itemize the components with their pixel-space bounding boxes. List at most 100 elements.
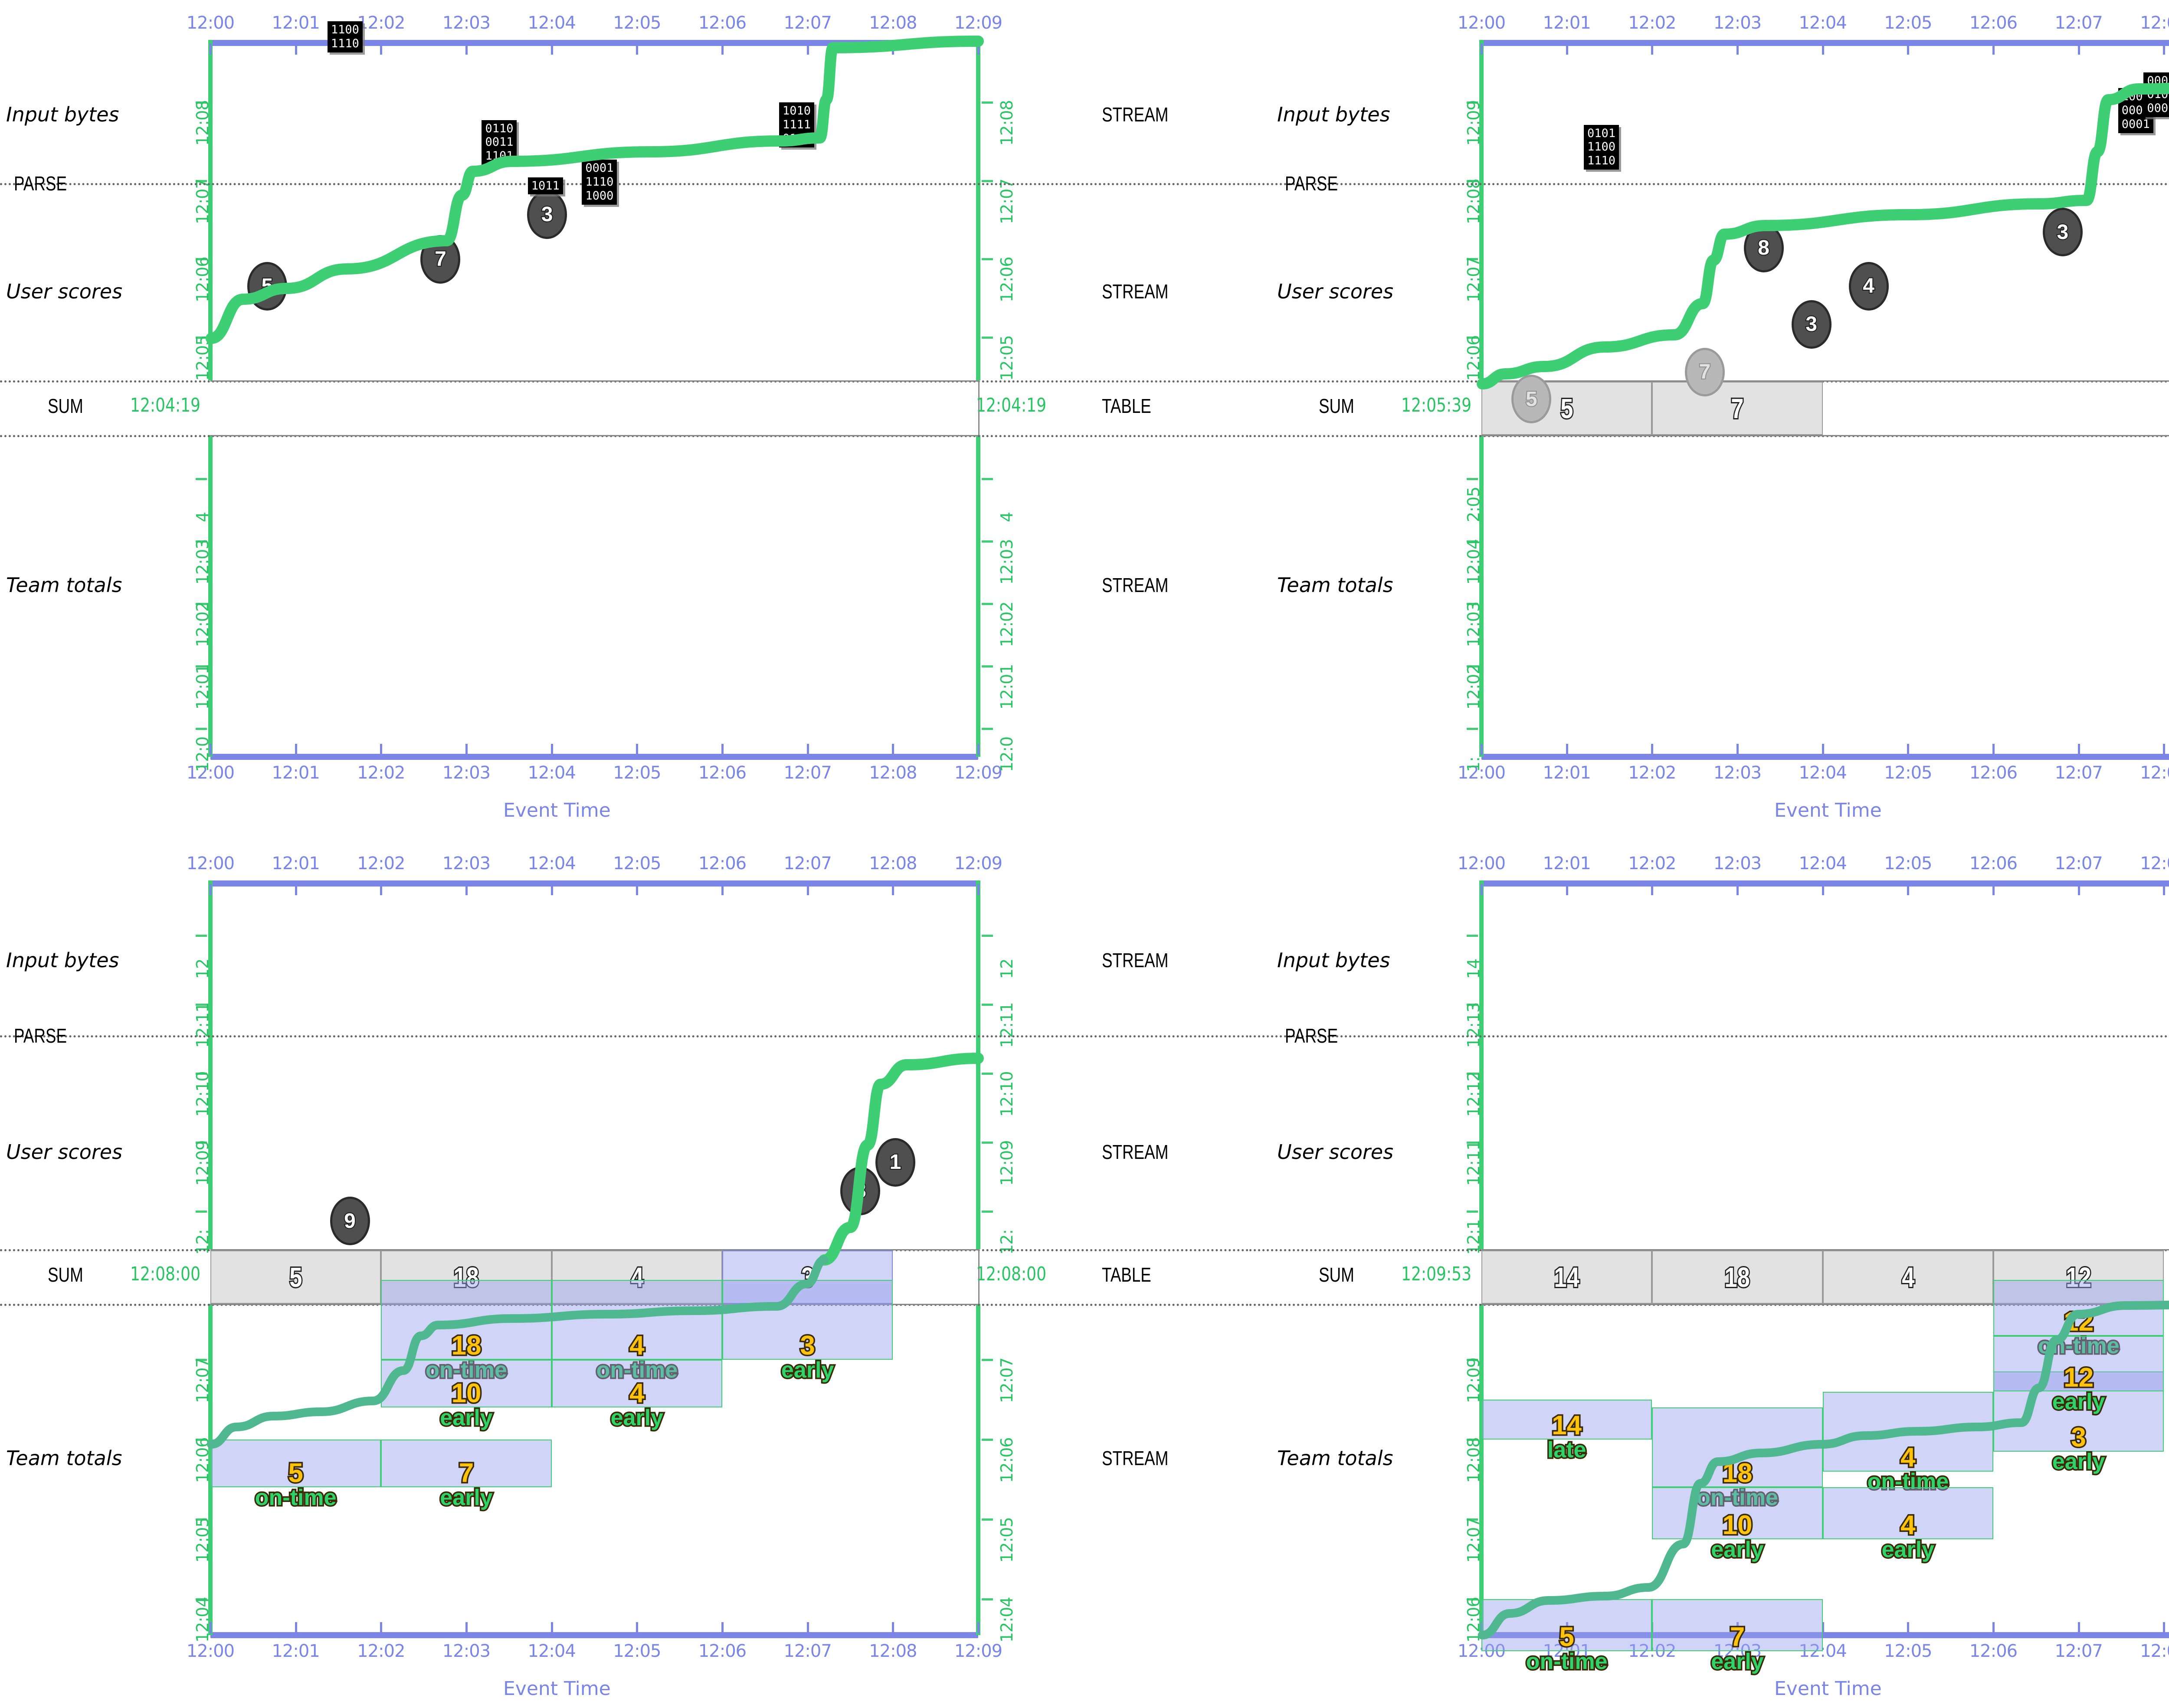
sum-cell[interactable]: 7 [1652,382,1823,435]
y-tick-right-upper [982,935,993,937]
sum-cell[interactable]: 18 [1652,1250,1823,1304]
x-tick-top [1822,884,1824,895]
x-tick-label-top: 12:03 [1713,854,1762,874]
y-tick-left-upper [1467,1003,1478,1006]
window-label: 10 early [401,1378,531,1430]
x-axis-top-panel-bottom-left [210,880,978,887]
window-label: 10 early [1672,1510,1802,1562]
row-label-team-totals: Team totals [1277,573,1393,597]
y-tick-label-left-upper: 12:07 [193,179,212,224]
y-tick-right-lower [982,478,993,480]
x-tick-bottom [1822,744,1824,755]
sum-band-frame-top [210,380,978,382]
y-tick-right-upper [982,1141,993,1144]
sum-band-frame-right [978,1249,980,1304]
y-tick-left-upper [196,180,207,182]
x-tick-label-top: 12:05 [1884,854,1932,874]
y-tick-left-upper [196,258,207,261]
y-axis-right-upper-panel-bottom-left [976,880,980,1249]
window-value: 18 [450,1330,483,1361]
window-label: 4 on-time [1843,1443,1973,1495]
sum-cell-value: 5 [288,1260,303,1294]
y-tick-label-right-lower: 12:02 [997,602,1016,647]
pill-marker: 5 [1511,375,1552,424]
sum-cell[interactable]: 4 [1822,1250,1993,1304]
y-tick-label-left-lower: 12:03 [193,539,212,585]
y-tick-left-lower [1467,540,1478,543]
x-tick-label-top: 12:04 [1799,13,1847,33]
x-tick-label-top: 12:03 [1713,13,1762,33]
x-tick-top [295,43,297,55]
x-axis-top-panel-bottom-right [1481,880,2169,887]
x-axis-bottom-panel-bottom-left [210,1632,978,1638]
window-value: 5 [287,1458,305,1489]
y-tick-label-right-upper: 12:05 [997,335,1016,381]
watermark-time-right: 12:04:19 [976,394,1047,416]
sum-cell[interactable]: 5 [1481,382,1652,435]
y-tick-label-right-lower: 12:01 [997,664,1016,710]
x-tick-label-bottom: 12:04 [1799,763,1847,783]
x-tick-label-top: 12:01 [272,854,320,874]
window-label: 12 early [2014,1363,2144,1415]
row-label-stream-team: STREAM [1102,574,1169,597]
y-tick-left-upper [196,935,207,937]
x-tick-top [636,884,639,895]
y-tick-label-left-lower: 12:0 [193,736,212,772]
x-tick-bottom [1737,744,1739,755]
y-tick-right-upper [982,180,993,182]
x-tick-bottom [977,1622,980,1633]
x-tick-top [806,43,809,55]
window-label: 5 on-time [231,1458,361,1511]
window-status: late [1546,1437,1588,1463]
x-tick-label-top: 12:02 [1628,13,1676,33]
binary-data-card: 0110 0011 1101 [482,120,517,165]
binary-data-card: 1010 1111 0110 [779,102,815,147]
window-label: 3 early [743,1331,873,1383]
x-tick-label-bottom: 12:04 [528,1641,576,1661]
x-tick-label-top: 12:02 [357,854,405,874]
row-label-stream-user: STREAM [1102,280,1169,303]
x-tick-label-bottom: 12:01 [1543,1641,1591,1661]
y-axis-left-upper-panel-bottom-right [1479,880,1484,1249]
y-tick-left-lower [1467,665,1478,668]
y-tick-label-left-upper: 12:09 [1464,100,1483,146]
x-tick-top [1651,884,1654,895]
sum-cell[interactable]: 14 [1481,1250,1652,1304]
x-tick-top [1566,43,1568,55]
x-tick-bottom [892,744,894,755]
x-tick-top [806,884,809,895]
window-label: 5 on-time [1502,1622,1632,1674]
y-tick-label-left-upper: 12:08 [1464,179,1483,224]
x-tick-label-top: 12:03 [442,854,491,874]
window-value: 4 [1899,1510,1917,1541]
y-tick-right-upper [982,1210,993,1213]
x-tick-bottom [2163,744,2166,755]
x-tick-label-bottom: 12:07 [2054,763,2103,783]
y-tick-left-upper [1467,1072,1478,1075]
x-tick-top [380,43,383,55]
y-tick-label-left-upper: 12:07 [1464,257,1483,303]
x-tick-label-top: 12:04 [1799,854,1847,874]
sum-cell[interactable]: 5 [210,1250,381,1304]
x-tick-bottom [1907,744,1910,755]
pill-value: 3 [1805,312,1818,337]
row-label-team-totals: Team totals [6,1446,122,1470]
x-axis-title: Event Time [1774,799,1882,821]
x-tick-label-top: 12:04 [528,854,576,874]
row-label-stream-team: STREAM [1102,1446,1169,1469]
parse-divider [0,183,1249,185]
window-value: 3 [2070,1422,2087,1453]
x-tick-label-bottom: 12:08 [2140,1641,2169,1661]
x-tick-bottom [380,1622,383,1633]
y-tick-left-lower [1467,1358,1478,1361]
x-tick-label-bottom: 12:00 [186,1641,235,1661]
x-tick-label-top: 12:03 [442,13,491,33]
sum-cell[interactable]: 12 [1993,1250,2164,1304]
x-tick-top [1737,43,1739,55]
x-tick-label-top: 12:09 [954,854,1003,874]
x-tick-label-top: 12:01 [1543,854,1591,874]
row-label-sum: SUM [1319,395,1354,417]
x-tick-label-bottom: 12:05 [613,1641,661,1661]
x-tick-top [977,43,980,55]
y-axis-right-lower-panel-top-left [976,435,980,757]
